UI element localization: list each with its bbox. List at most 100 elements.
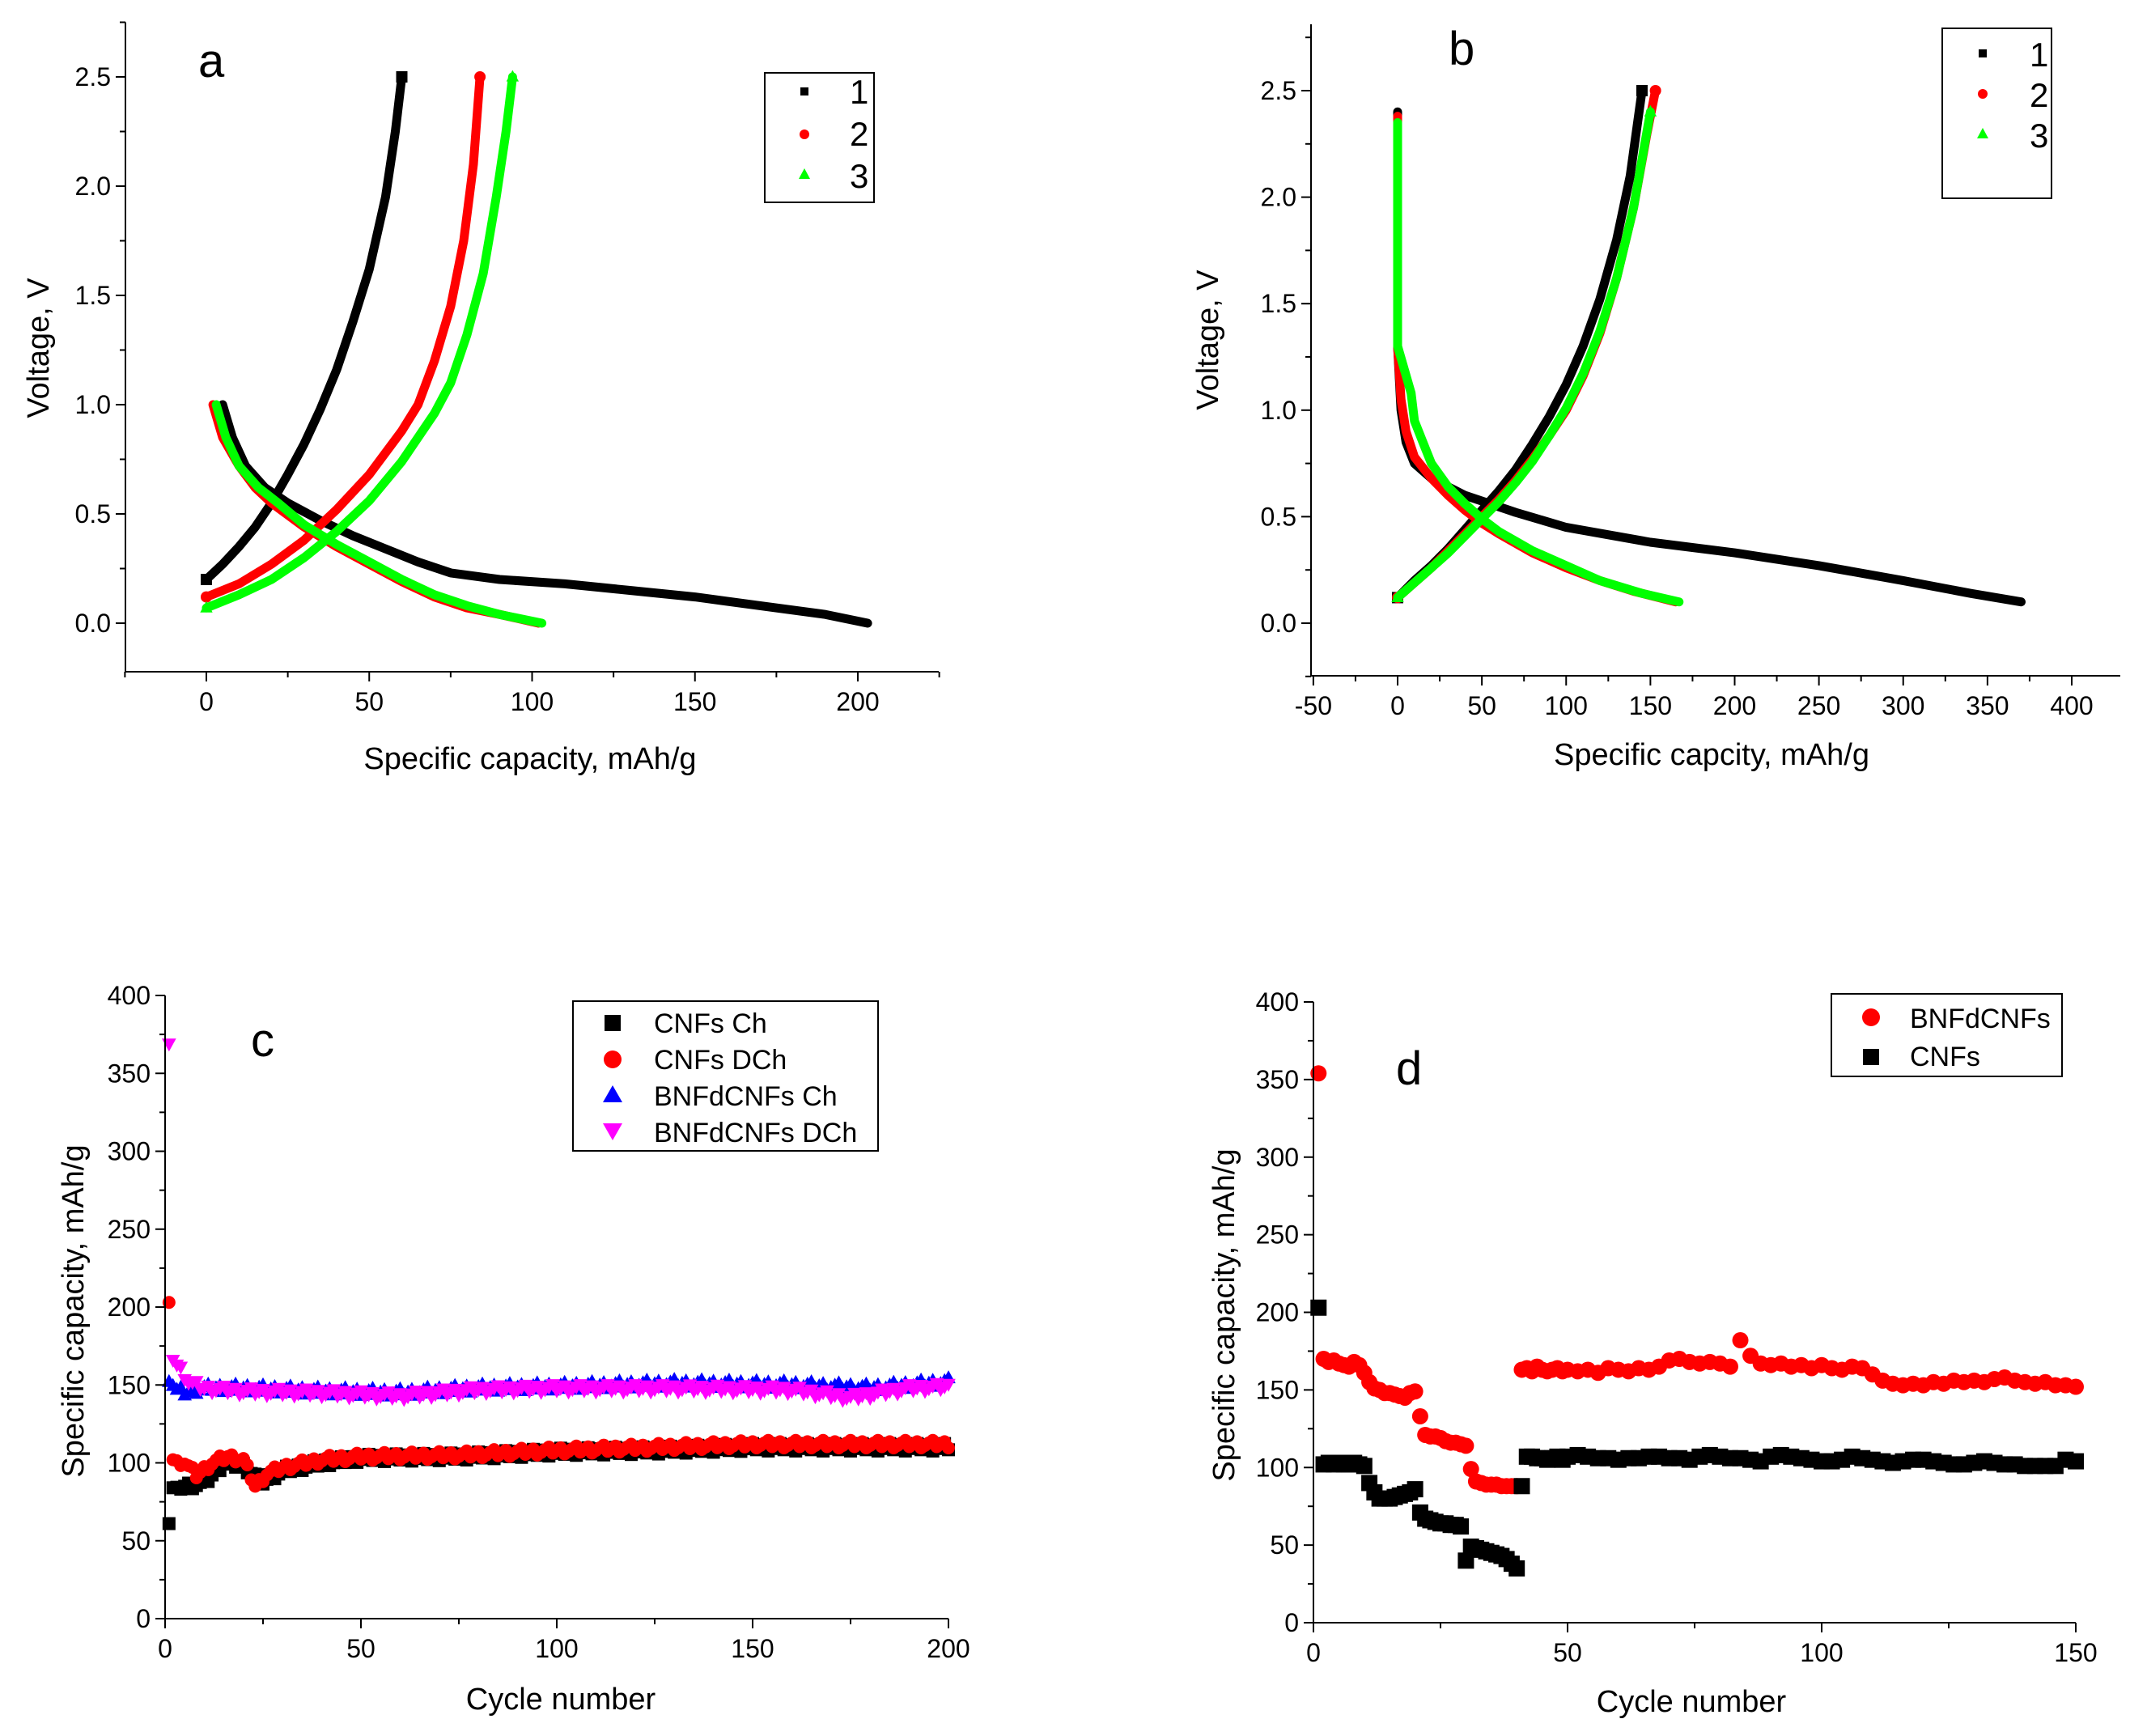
pc-y-tick-label: 200 (108, 1292, 151, 1322)
panel-d-letter: d (1396, 1042, 1422, 1095)
panel-d-cnfs-point (1453, 1518, 1470, 1535)
panel-c-legend-box (572, 1000, 879, 1152)
pa-x-tick-label: 0 (199, 687, 214, 716)
panel-d-legend-marker-1 (1862, 1008, 1880, 1026)
panel-a-series-3-start-marker (200, 601, 213, 613)
panel-b-legend-marker-2 (1978, 89, 1988, 99)
panel-c-bnfdcnfs-dch-point (792, 1382, 807, 1395)
pd-y-tick-label: 150 (1256, 1375, 1299, 1404)
panel-b-legend-marker-1 (1979, 49, 1987, 57)
panel-d-cnfs-point (1310, 1299, 1327, 1316)
pd-x-tick-label: 50 (1553, 1638, 1582, 1667)
pb-y-tick-label: 2.5 (1261, 76, 1296, 105)
panel-d-xlabel: Cycle number (1597, 1685, 1787, 1719)
panel-d-cnfs-point (1508, 1560, 1525, 1577)
panel-c-bnfdcnfs-dch-point (820, 1385, 834, 1399)
panel-a-legend-label-2: 2 (850, 115, 868, 153)
pc-y-tick-label: 300 (108, 1137, 151, 1166)
pc-y-tick-label: 400 (108, 981, 151, 1010)
pb-y-tick-label: 0.0 (1261, 609, 1296, 638)
pb-x-tick-label: 250 (1797, 691, 1840, 720)
panel-d-bnfdcnfs-point (1462, 1461, 1479, 1478)
pd-x-tick-label: 150 (2054, 1638, 2097, 1667)
panel-c-bnfdcnfs-dch-point (216, 1381, 231, 1394)
panel-c-cnfs-dch-point (240, 1458, 254, 1471)
panel-d-cnfs-point (1513, 1478, 1530, 1495)
panel-a-legend-marker-2 (800, 129, 809, 139)
pa-y-tick-label: 2.5 (75, 62, 111, 91)
panel-d-bnfdcnfs-point (1310, 1065, 1327, 1082)
pb-x-tick-label: 400 (2050, 691, 2093, 720)
panel-d-cnfs-point (1457, 1552, 1474, 1569)
pc-y-tick-label: 250 (108, 1215, 151, 1244)
panel-a-series-1-end-marker (396, 71, 408, 83)
panel-d-bnfdcnfs-point (1457, 1437, 1474, 1454)
pb-y-tick-label: 2.0 (1261, 183, 1296, 212)
panel-a-series-2-end-marker (474, 71, 486, 83)
pa-x-tick-label: 100 (511, 687, 554, 716)
panel-c-plot-area (162, 1038, 956, 1530)
pa-y-tick-label: 1.0 (75, 390, 111, 419)
panel-a-series-2-start-marker (201, 591, 212, 603)
pd-y-tick-label: 100 (1256, 1453, 1299, 1482)
panel-a-legend-label-3: 3 (850, 157, 868, 195)
panel-d-bnfdcnfs-point (1407, 1383, 1424, 1400)
panel-c-bnfdcnfs-dch-point (804, 1384, 819, 1398)
panel-c-legend-label-2: CNFs DCh (654, 1045, 787, 1076)
panel-a-series-1-discharge-curve (218, 400, 872, 628)
panel-a-ylabel: Voltage, V (22, 278, 56, 418)
panel-c-ylabel: Specific capacity, mAh/g (57, 1144, 91, 1477)
panel-d-plot-area (1310, 1065, 2084, 1577)
panel-d-legend-marker-2 (1863, 1049, 1879, 1065)
panel-a-series-2-charge-curve (202, 72, 485, 602)
pb-x-tick-label: 150 (1629, 691, 1672, 720)
panel-a-series-1-charge-curve (202, 72, 406, 584)
pb-x-tick-label: 100 (1545, 691, 1588, 720)
pc-x-tick-label: 150 (731, 1634, 774, 1663)
panel-c-bnfdcnfs-dch-point (941, 1378, 956, 1392)
panel-c-legend-marker-1 (605, 1015, 621, 1031)
panel-a-series-1-start-marker (201, 574, 212, 585)
pa-y-tick-label: 0.0 (75, 609, 111, 638)
panel-b-legend-label-1: 1 (2030, 36, 2048, 74)
panel-b-ylabel: Voltage, V (1191, 270, 1225, 410)
panel-a-legend: 1 2 3 (764, 72, 875, 203)
pb-x-tick-label: 350 (1966, 691, 2009, 720)
panel-c-bnfdcnfs-dch-point (201, 1381, 216, 1394)
pd-x-tick-label: 0 (1306, 1638, 1321, 1667)
panel-d-cnfs-point (1356, 1458, 1373, 1475)
panel-a-legend-marker-1 (800, 87, 808, 96)
panel-b-legend-box (1941, 28, 2052, 199)
pb-x-tick-label: 0 (1390, 691, 1405, 720)
panel-c-bnfdcnfs-dch-point (228, 1382, 243, 1396)
panel-c-bnfdcnfs-dch-point (831, 1388, 846, 1402)
pd-y-tick-label: 300 (1256, 1143, 1299, 1172)
panel-d: 0 50 100 150 0 50 100 150 200 250 300 350 400 d Cyc… (1207, 987, 2098, 1719)
panel-d-x-axis: 0 50 100 150 (1306, 1622, 2098, 1667)
pb-y-tick-label: 0.5 (1261, 502, 1296, 531)
panel-b-y-axis: 0.0 0.5 1.0 1.5 2.0 2.5 (1261, 24, 1312, 677)
panel-d-bnfdcnfs-point (1411, 1407, 1428, 1424)
panel-c-bnfdcnfs-dch-point (173, 1361, 189, 1375)
pc-x-tick-label: 200 (927, 1634, 970, 1663)
panel-a-legend-marker-3 (799, 168, 810, 179)
pd-y-tick-label: 350 (1256, 1065, 1299, 1094)
pd-x-tick-label: 100 (1800, 1638, 1843, 1667)
panel-a-xlabel: Specific capacity, mAh/g (363, 742, 696, 776)
panel-d-legend-label-2: CNFs (1910, 1042, 1980, 1072)
pd-y-tick-label: 0 (1284, 1608, 1299, 1637)
pb-x-tick-label: 50 (1467, 691, 1496, 720)
pc-y-tick-label: 50 (121, 1526, 151, 1556)
panel-d-cnfs-point (2068, 1453, 2084, 1470)
pb-x-tick-label: 200 (1713, 691, 1756, 720)
panel-b-series-3-charge-curve (1393, 107, 1655, 602)
panel-b-legend-label-3: 3 (2030, 117, 2048, 155)
panel-b-legend: 1 2 3 (1941, 28, 2052, 199)
panel-a-series-3-charge-curve (202, 72, 517, 613)
pb-y-tick-label: 1.5 (1261, 289, 1296, 318)
panel-c-cnfs-dch-point (942, 1441, 955, 1455)
pd-y-tick-label: 200 (1256, 1298, 1299, 1327)
panel-b-legend-label-2: 2 (2030, 76, 2048, 114)
panel-a: 0 50 100 150 200 0.0 0.5 1.0 1.5 2.0 2.5 a Specif… (22, 21, 940, 776)
